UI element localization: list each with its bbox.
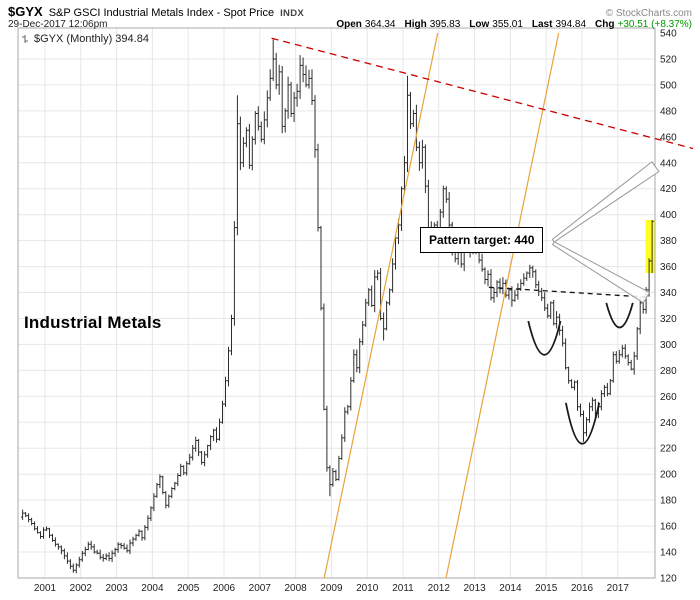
quote-low: Low 355.01	[469, 19, 523, 30]
svg-text:2017: 2017	[607, 583, 630, 594]
svg-text:2012: 2012	[428, 583, 451, 594]
svg-text:2003: 2003	[105, 583, 128, 594]
svg-text:180: 180	[660, 496, 677, 507]
quote-bar: 29-Dec-2017 12:06pm Open 364.34 High 395…	[8, 19, 692, 30]
series-legend-text: $GYX (Monthly) 394.84	[34, 33, 149, 45]
svg-text:440: 440	[660, 158, 677, 169]
svg-text:120: 120	[660, 574, 677, 585]
quote-high: High 395.83	[404, 19, 461, 30]
head-arc	[565, 402, 601, 445]
svg-text:2002: 2002	[70, 583, 93, 594]
svg-text:2006: 2006	[213, 583, 236, 594]
svg-text:2005: 2005	[177, 583, 200, 594]
svg-text:380: 380	[660, 236, 677, 247]
quote-last: Last 394.84	[531, 19, 587, 30]
left-shoulder-arc	[527, 320, 562, 356]
y-axis-labels: 120 140 160 180 200 220 240 260 280 300 320 340 360 3…	[660, 29, 677, 585]
svg-text:2010: 2010	[356, 583, 379, 594]
x-axis-labels: 2001 2002 2003 2004 2005 2006 2007 2008 2009 2010…	[34, 583, 629, 594]
svg-text:2013: 2013	[463, 583, 486, 594]
timestamp: 29-Dec-2017 12:06pm	[8, 19, 108, 30]
quote-open: Open 364.34	[336, 19, 396, 30]
svg-text:2011: 2011	[392, 583, 414, 594]
svg-text:460: 460	[660, 132, 677, 143]
target-arrow	[551, 161, 660, 243]
yellow-highlight	[645, 219, 655, 274]
target-arrow	[551, 241, 651, 304]
svg-text:2016: 2016	[571, 583, 594, 594]
svg-text:420: 420	[660, 184, 677, 195]
exchange-label: INDX	[280, 8, 304, 19]
svg-text:260: 260	[660, 392, 677, 403]
pattern-target-callout: Pattern target: 440	[420, 227, 544, 253]
svg-text:520: 520	[660, 55, 677, 66]
series-legend: $GYX (Monthly) 394.84	[20, 33, 149, 45]
ohlc-quote: Open 364.34 High 395.83 Low 355.01 Last …	[336, 19, 692, 30]
quote-change: Chg +30.51 (+8.37%)	[595, 19, 692, 30]
price-bars	[20, 39, 654, 574]
svg-text:280: 280	[660, 366, 677, 377]
plot-border	[17, 27, 656, 579]
copyright-text: © StockCharts.com	[605, 8, 692, 19]
svg-text:500: 500	[660, 80, 677, 91]
right-shoulder-arc	[605, 302, 634, 329]
orange-trendlines	[323, 32, 560, 578]
svg-text:220: 220	[660, 444, 677, 455]
svg-text:160: 160	[660, 522, 677, 533]
ohlc-bar-icon	[22, 35, 28, 43]
svg-text:2014: 2014	[499, 583, 522, 594]
svg-text:140: 140	[660, 548, 677, 559]
svg-text:300: 300	[660, 340, 677, 351]
svg-text:340: 340	[660, 288, 677, 299]
svg-text:2015: 2015	[535, 583, 558, 594]
head-and-shoulders-arcs	[527, 302, 634, 445]
ticker-symbol: $GYX	[8, 4, 43, 19]
index-title: S&P GSCI Industrial Metals Index - Spot …	[48, 7, 275, 19]
svg-text:240: 240	[660, 418, 677, 429]
svg-text:400: 400	[660, 210, 677, 221]
svg-text:360: 360	[660, 262, 677, 273]
svg-text:480: 480	[660, 106, 677, 117]
gridlines	[18, 28, 655, 578]
svg-text:2001: 2001	[34, 583, 57, 594]
svg-text:320: 320	[660, 314, 677, 325]
svg-text:2004: 2004	[141, 583, 164, 594]
chart-watermark-label: Industrial Metals	[24, 313, 162, 332]
svg-text:540: 540	[660, 29, 677, 40]
red-resistance-trendline	[271, 37, 694, 150]
target-arrows	[551, 161, 660, 304]
svg-text:2007: 2007	[249, 583, 272, 594]
svg-text:2009: 2009	[320, 583, 343, 594]
svg-text:2008: 2008	[284, 583, 307, 594]
chart-header: $GYX S&P GSCI Industrial Metals Index - …	[8, 4, 692, 19]
svg-text:200: 200	[660, 470, 677, 481]
